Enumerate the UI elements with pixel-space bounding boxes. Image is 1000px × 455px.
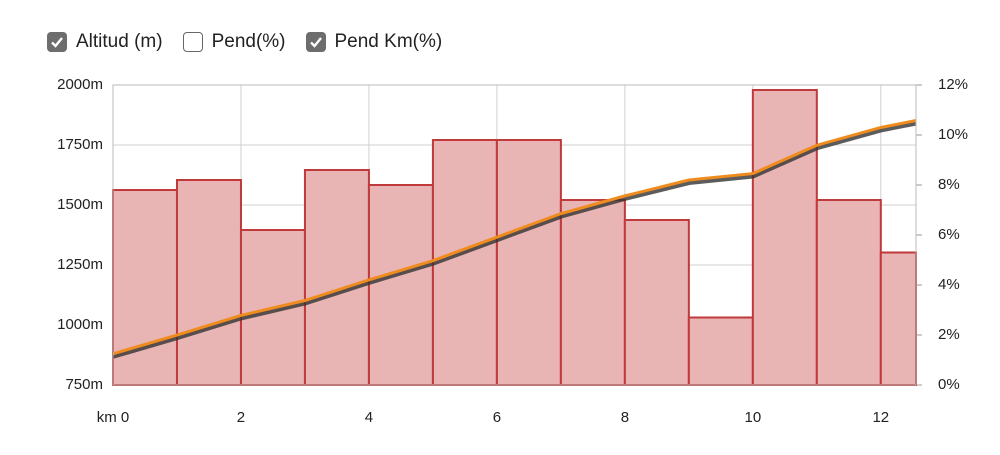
legend-label: Pend Km(%) (334, 31, 443, 52)
bar (751, 89, 818, 386)
y2-tick-label: 10% (938, 126, 968, 143)
checkbox[interactable] (182, 32, 203, 52)
bar (431, 139, 498, 386)
x-tick-label: 10 (744, 409, 761, 426)
y-tick-label: 1750m (57, 136, 103, 153)
bar (303, 169, 370, 386)
check-mark (309, 37, 322, 48)
legend-checkbox[interactable]: Altitud (m) (47, 31, 163, 53)
legend-checkbox[interactable]: Pend(%) (182, 31, 286, 53)
y2-tick-label: 0% (938, 376, 960, 393)
check-mark (51, 37, 63, 48)
plot-border (112, 84, 917, 386)
legend-label: Altitud (m) (76, 31, 163, 52)
legend-checkbox[interactable]: Pend Km(%) (305, 31, 443, 53)
bar (815, 199, 882, 386)
x-tick-label: 8 (621, 409, 629, 426)
bar (559, 199, 626, 386)
x-tick-label: km 0 (97, 409, 130, 426)
x-tick-label: 4 (365, 409, 373, 426)
bar (623, 219, 690, 386)
altitude-line (112, 119, 917, 356)
x-tick-label: 12 (872, 409, 889, 426)
bar (879, 251, 918, 386)
y-tick-label: 1000m (57, 316, 103, 333)
y-tick-label: 750m (65, 376, 103, 393)
y-tick-label: 1500m (57, 196, 103, 213)
y2-tick-label: 8% (938, 176, 960, 193)
y2-tick-label: 12% (938, 76, 968, 93)
checkbox[interactable] (305, 32, 326, 52)
y2-tick-label: 2% (938, 326, 960, 343)
x-tick-label: 6 (493, 409, 501, 426)
altitude-line-shadow (112, 119, 917, 359)
y-tick-label: 1250m (57, 256, 103, 273)
bar (367, 184, 434, 386)
checkbox[interactable] (47, 32, 67, 52)
y2-tick-label: 4% (938, 276, 960, 293)
y2-tick-label: 6% (938, 226, 960, 243)
legend: Altitud (m) Pend(%) Pend Km(%) (47, 31, 462, 53)
bar (687, 316, 754, 386)
bar (495, 139, 562, 386)
x-tick-label: 2 (237, 409, 245, 426)
y-tick-label: 2000m (57, 76, 103, 93)
legend-label: Pend(%) (211, 31, 286, 52)
bar (175, 179, 242, 386)
